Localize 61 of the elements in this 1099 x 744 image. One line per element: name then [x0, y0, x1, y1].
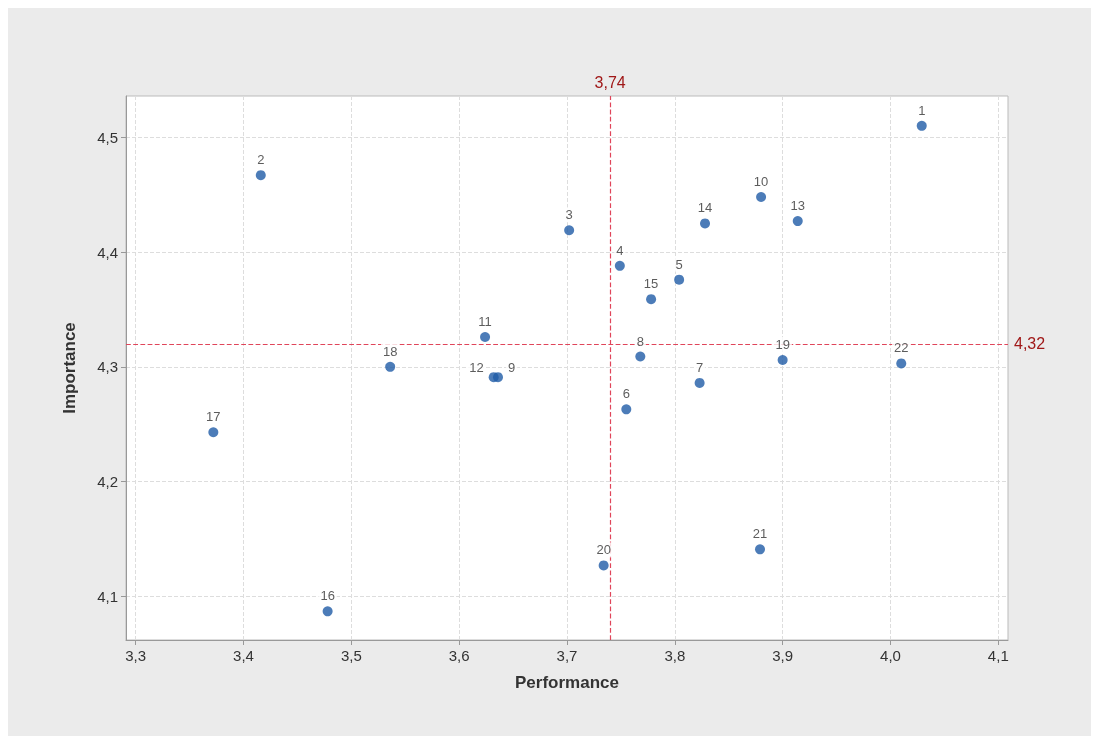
annotation: 20: [596, 542, 611, 558]
x-tick-label: 3,8: [664, 647, 686, 664]
point: [635, 351, 646, 362]
annotation: 3: [565, 207, 573, 223]
x-axis-title: Performance: [515, 673, 619, 692]
point: [700, 218, 711, 229]
point: [755, 544, 765, 555]
point: [488, 372, 499, 383]
point: [385, 361, 396, 372]
point: [916, 120, 927, 131]
annotation: 19: [775, 336, 790, 352]
x-tick-label: 3,9: [772, 647, 794, 664]
annotation: 15: [643, 276, 659, 292]
x-tick-label: 3,6: [448, 647, 470, 664]
annotation: 9: [507, 359, 516, 375]
x-tick-label: 3,5: [340, 647, 362, 664]
y-tick-label: 4,4: [97, 243, 118, 261]
y-tick-label: 4,3: [97, 358, 118, 376]
point: [208, 427, 219, 438]
annotation: 1: [918, 102, 926, 118]
y-tick-label: 4,1: [97, 587, 118, 605]
annotation: 10: [753, 174, 769, 189]
annotation: 4: [616, 242, 624, 258]
annotation: 16: [320, 588, 335, 604]
point: [255, 170, 266, 181]
point: [480, 332, 491, 343]
annotation: 14: [697, 200, 713, 216]
x-tick-label: 3,7: [556, 647, 578, 664]
point: [777, 354, 788, 365]
annotation: 8: [636, 333, 644, 349]
annotation: 17: [206, 409, 221, 425]
x-tick-label: 3,4: [233, 647, 254, 664]
annotation: 7: [696, 359, 704, 375]
point: [646, 294, 657, 305]
x-tick-label: 4,0: [880, 647, 901, 664]
point: [598, 560, 609, 571]
point: [621, 404, 632, 415]
point: [896, 358, 907, 369]
y-tick-label: 4,5: [97, 128, 118, 146]
point: [792, 216, 803, 227]
annotation: 21: [752, 526, 768, 542]
x-tick-label: 4,1: [987, 647, 1009, 664]
annotation: 18: [382, 343, 398, 359]
point: [756, 192, 767, 202]
y-tick-label: 4,2: [97, 473, 118, 491]
x-tick-label: 3,3: [125, 647, 147, 664]
annotation: 2: [257, 152, 265, 168]
ref-line-label: 4,32: [1014, 335, 1046, 353]
point: [614, 260, 625, 271]
ref-line-label: 3,74: [594, 73, 626, 91]
point: [564, 225, 575, 236]
annotation: 13: [790, 198, 805, 214]
point: [694, 377, 705, 388]
point: [322, 606, 333, 617]
annotation: 5: [675, 256, 683, 272]
y-axis-title: Importance: [60, 322, 79, 414]
annotation: 12: [469, 359, 484, 375]
annotation: 11: [478, 314, 492, 330]
annotation: 22: [894, 340, 909, 356]
annotation: 6: [622, 386, 630, 402]
point: [674, 274, 685, 285]
